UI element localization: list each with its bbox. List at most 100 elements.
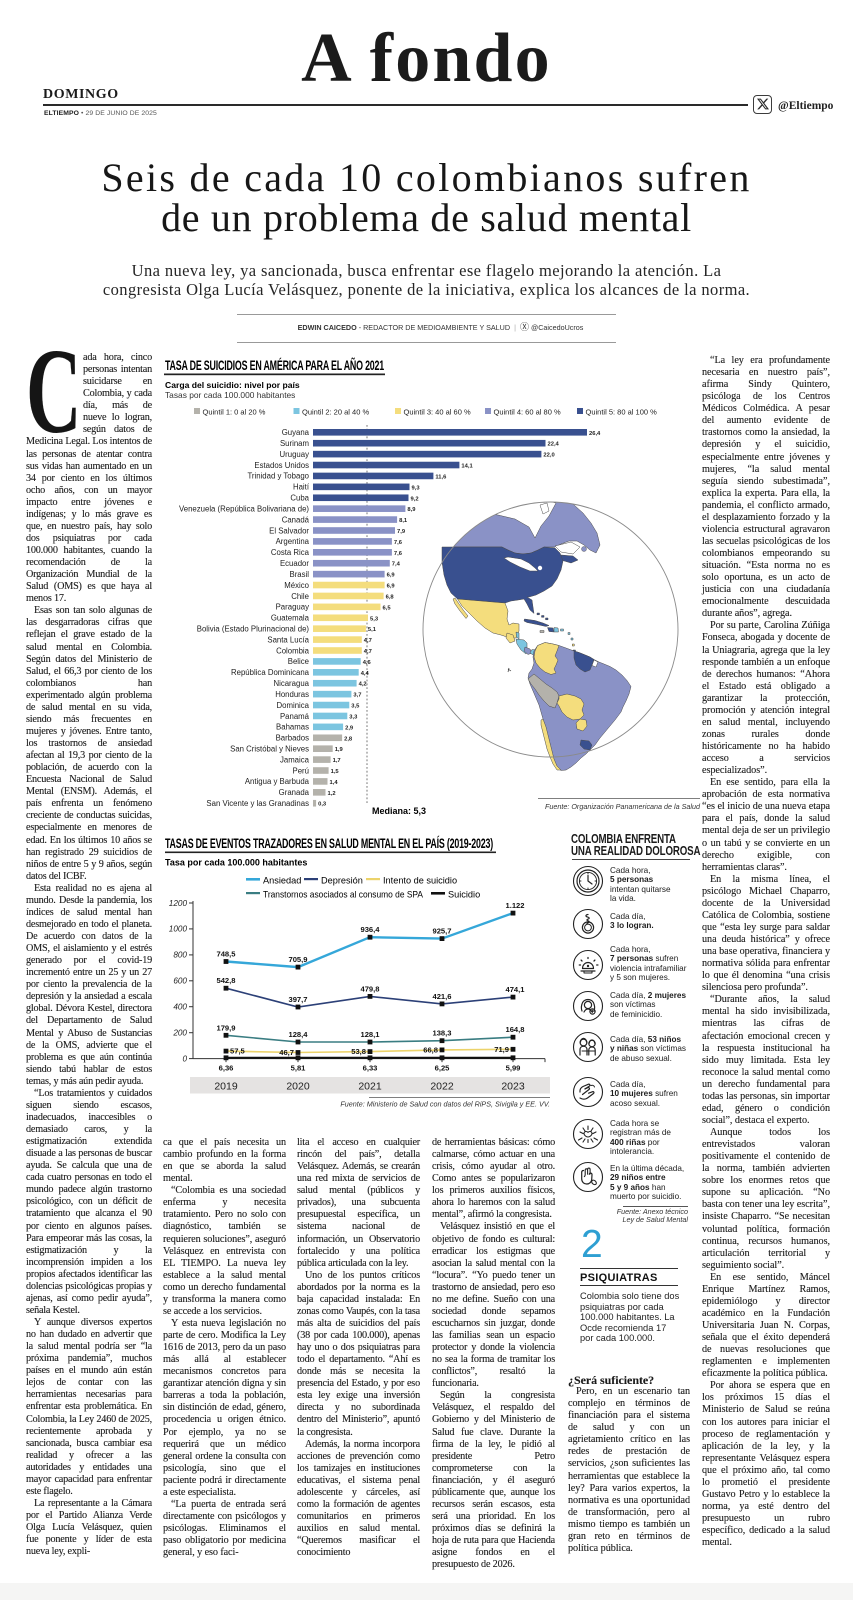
svg-text:1,7: 1,7 [333,758,341,764]
svg-text:1,4: 1,4 [330,780,339,786]
svg-text:Quintil 3: 40 al 60 %: Quintil 3: 40 al 60 % [404,407,471,416]
svg-text:4,7: 4,7 [364,649,372,655]
svg-text:Antigua y Barbuda: Antigua y Barbuda [245,777,310,786]
svg-text:7,9: 7,9 [397,529,406,535]
svg-text:5,3: 5,3 [370,616,379,622]
svg-text:3,5: 3,5 [351,704,360,710]
svg-text:6,5: 6,5 [383,605,392,611]
svg-text:6,9: 6,9 [387,573,396,579]
svg-text:Intento de suicidio: Intento de suicidio [383,876,457,886]
svg-text:Haití: Haití [293,483,310,492]
svg-text:925,7: 925,7 [432,927,451,936]
svg-text:128,1: 128,1 [360,1030,380,1039]
svg-text:4,7: 4,7 [364,638,372,644]
svg-text:Bahamas: Bahamas [276,723,309,732]
svg-text:Nicaragua: Nicaragua [273,679,309,688]
svg-text:República Dominicana: República Dominicana [231,668,310,677]
svg-text:4,2: 4,2 [359,682,367,688]
svg-text:Carga del suicidio: nivel por: Carga del suicidio: nivel por país [165,380,300,390]
svg-text:936,4: 936,4 [360,925,380,934]
svg-text:164,8: 164,8 [505,1025,524,1034]
svg-text:22,0: 22,0 [543,453,554,459]
svg-text:22,4: 22,4 [548,442,560,448]
svg-text:138,3: 138,3 [432,1029,451,1038]
svg-text:Guyana: Guyana [282,428,310,437]
svg-text:Jamaica: Jamaica [280,755,310,764]
svg-text:5,81: 5,81 [291,1064,307,1073]
svg-text:6,33: 6,33 [363,1064,378,1073]
svg-text:Bolivia (Estado Plurinacional: Bolivia (Estado Plurinacional de) [197,625,310,634]
svg-text:Cuba: Cuba [290,494,309,503]
svg-text:6,9: 6,9 [387,584,396,590]
svg-text:Costa Rica: Costa Rica [271,548,310,557]
svg-text:Quintil 2: 20 al 40 %: Quintil 2: 20 al 40 % [302,407,369,416]
svg-text:397,7: 397,7 [288,995,307,1004]
svg-text:Guatemala: Guatemala [271,614,310,623]
svg-text:11,6: 11,6 [435,474,447,480]
svg-text:7,4: 7,4 [392,562,401,568]
svg-text:3,3: 3,3 [349,715,358,721]
svg-text:Barbados: Barbados [276,734,309,743]
svg-text:1200: 1200 [169,899,188,908]
svg-text:Depresión: Depresión [321,876,363,886]
svg-text:26,4: 26,4 [589,431,601,437]
svg-text:Dominica: Dominica [277,701,310,710]
svg-text:Brasil: Brasil [290,570,310,579]
svg-text:2019: 2019 [214,1081,238,1093]
svg-text:800: 800 [173,951,187,960]
svg-text:TASA DE SUICIDIOS EN AMÉRICA P: TASA DE SUICIDIOS EN AMÉRICA PARA EL AÑO… [165,358,385,373]
svg-text:México: México [284,581,309,590]
svg-text:1,2: 1,2 [328,791,336,797]
svg-text:Fuente: Organización Panameric: Fuente: Organización Panamericana de la … [545,802,701,811]
svg-text:Panamá: Panamá [280,712,310,721]
svg-text:53,8: 53,8 [351,1047,366,1056]
svg-text:TASAS DE EVENTOS TRAZADORES EN: TASAS DE EVENTOS TRAZADORES EN SALUD MEN… [165,836,493,851]
svg-text:Fuente: Ministerio de Salud co: Fuente: Ministerio de Salud con datos de… [340,1100,550,1109]
svg-text:Ansiedad: Ansiedad [263,876,301,886]
svg-text:Colombia: Colombia [276,646,310,655]
svg-text:Santa Lucía: Santa Lucía [267,635,309,644]
svg-text:179,9: 179,9 [216,1023,235,1032]
svg-text:542,8: 542,8 [216,976,235,985]
svg-text:2020: 2020 [286,1081,310,1093]
svg-text:9,2: 9,2 [411,496,419,502]
svg-text:8,9: 8,9 [407,507,416,513]
svg-text:474,1: 474,1 [505,985,525,994]
svg-text:Chile: Chile [291,592,309,601]
svg-text:Paraguay: Paraguay [276,603,309,612]
svg-text:2021: 2021 [358,1081,382,1093]
svg-text:128,4: 128,4 [288,1030,308,1039]
svg-text:Venezuela (República Bolivaria: Venezuela (República Bolivariana de) [179,505,309,514]
svg-text:3,7: 3,7 [353,693,361,699]
svg-text:Granada: Granada [279,788,310,797]
svg-text:San Cristóbal y Nieves: San Cristóbal y Nieves [230,745,309,754]
svg-text:7,6: 7,6 [394,540,403,546]
svg-text:7,6: 7,6 [394,551,403,557]
svg-text:Tasa por cada 100.000 habitant: Tasa por cada 100.000 habitantes [165,858,307,868]
svg-text:421,6: 421,6 [432,992,451,1001]
svg-text:0,3: 0,3 [318,802,327,808]
svg-text:2023: 2023 [501,1081,525,1093]
svg-text:Surinam: Surinam [280,439,309,448]
svg-text:Perú: Perú [293,766,309,775]
svg-text:200: 200 [172,1029,187,1038]
svg-text:Argentina: Argentina [276,537,310,546]
svg-text:9,3: 9,3 [412,485,421,491]
svg-text:Uruguay: Uruguay [280,450,310,459]
svg-text:2022: 2022 [430,1081,454,1093]
svg-text:Quintil 1: 0 al 20 %: Quintil 1: 0 al 20 % [203,407,266,416]
svg-text:14,1: 14,1 [461,464,473,470]
svg-text:4,4: 4,4 [361,671,370,677]
svg-text:46,7: 46,7 [279,1048,294,1057]
svg-text:6,36: 6,36 [219,1064,234,1073]
svg-text:San Vicente y las Granadinas: San Vicente y las Granadinas [206,799,309,808]
svg-text:Mediana: 5,3: Mediana: 5,3 [372,806,426,816]
svg-text:705,9: 705,9 [288,955,307,964]
svg-text:6,8: 6,8 [386,595,395,601]
svg-text:4,6: 4,6 [363,660,372,666]
svg-text:2,9: 2,9 [345,725,354,731]
svg-text:Quintil 4: 60 al 80 %: Quintil 4: 60 al 80 % [494,407,561,416]
svg-text:Suicidio: Suicidio [448,890,480,900]
svg-text:Canadá: Canadá [282,515,310,524]
svg-text:El Salvador: El Salvador [269,526,309,535]
